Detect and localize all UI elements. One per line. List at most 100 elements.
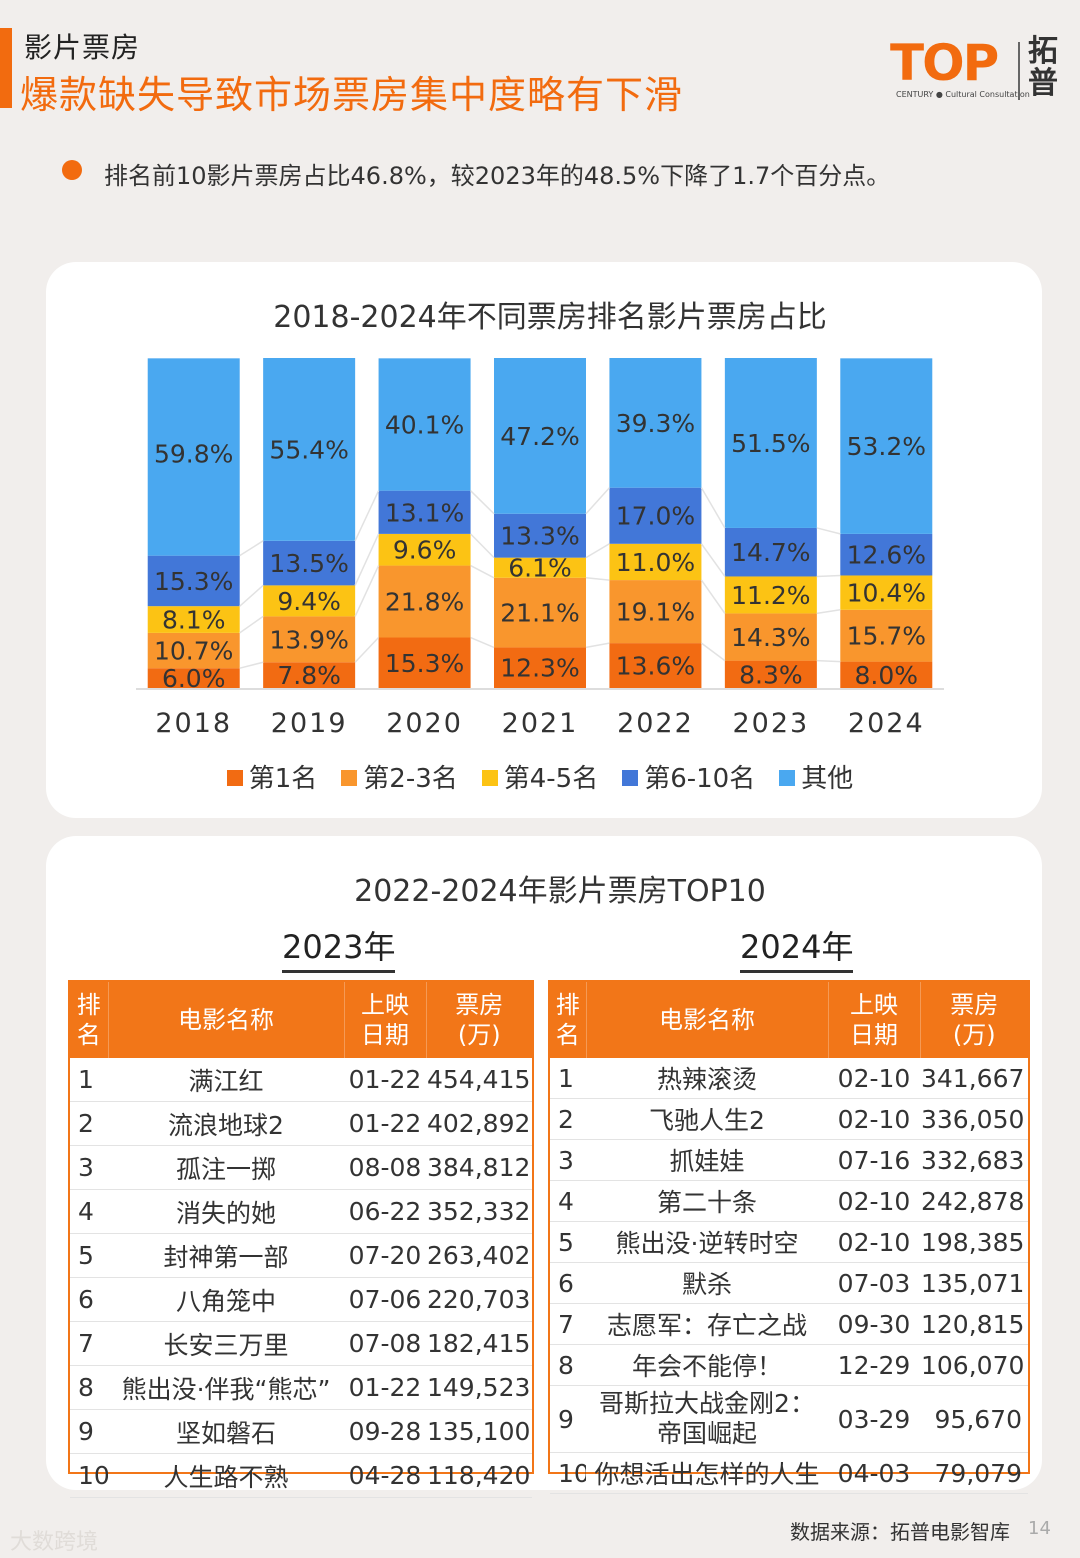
release-date-cell: 02-10 xyxy=(828,1058,920,1099)
rank-cell: 8 xyxy=(550,1344,586,1386)
legend-swatch xyxy=(622,769,639,786)
bar-segment xyxy=(263,662,356,688)
bar-segment xyxy=(724,576,817,614)
series-connector xyxy=(700,579,726,614)
bar-segment xyxy=(724,660,817,688)
bar-segment xyxy=(840,533,933,576)
year-heading-2023: 2023年 xyxy=(282,922,396,973)
data-label: 59.8% xyxy=(154,439,233,468)
bar-segment xyxy=(147,668,240,688)
bar-segment xyxy=(494,647,586,688)
movie-name-cell: 八角笼中 xyxy=(108,1277,344,1322)
data-label: 39.3% xyxy=(616,409,695,438)
rank-cell: 7 xyxy=(70,1321,108,1366)
data-label: 17.0% xyxy=(616,502,695,531)
series-connector xyxy=(700,642,726,662)
data-label: 55.4% xyxy=(269,435,348,464)
brand-logo: TOP CENTURY ● Cultural Consultation 拓普 xyxy=(890,34,1070,106)
table-row: 9 哥斯拉大战金刚2： 帝国崛起 03-29 95,670 xyxy=(550,1385,1028,1453)
data-label: 13.9% xyxy=(269,625,348,654)
box-office-cell: 198,385 xyxy=(920,1221,1028,1263)
box-office-cell: 120,815 xyxy=(920,1303,1028,1345)
data-label: 11.2% xyxy=(731,581,810,610)
x-tick-label: 2021 xyxy=(502,708,579,739)
box-office-cell: 118,420 xyxy=(426,1453,532,1498)
series-connector xyxy=(354,636,380,663)
movie-name-cell: 孤注一掷 xyxy=(108,1145,344,1190)
series-connector xyxy=(585,642,610,649)
box-office-cell: 220,703 xyxy=(426,1277,532,1322)
table-row: 2 流浪地球2 01-22 402,892 xyxy=(70,1101,532,1146)
movie-name-cell: 熊出没·逆转时空 xyxy=(586,1221,828,1263)
data-label: 21.1% xyxy=(500,599,579,628)
data-label: 13.3% xyxy=(500,522,579,551)
data-label: 53.2% xyxy=(847,432,926,461)
rank-cell: 5 xyxy=(70,1233,108,1278)
col-header-rank: 排名 xyxy=(550,982,587,1058)
series-connector xyxy=(239,584,264,607)
table-row: 7 志愿军：存亡之战 09-30 120,815 xyxy=(550,1303,1028,1345)
series-connector xyxy=(354,565,380,617)
rank-cell: 7 xyxy=(550,1303,586,1345)
legend-item: 第1名 xyxy=(226,758,318,795)
release-date-cell: 02-10 xyxy=(828,1098,920,1140)
bar-segment xyxy=(147,632,240,669)
bar-segment xyxy=(494,358,586,514)
series-connector xyxy=(585,487,610,515)
table-row: 9 坚如磐石 09-28 135,100 xyxy=(70,1409,532,1454)
box-office-cell: 454,415 xyxy=(426,1058,532,1102)
x-tick-label: 2023 xyxy=(732,708,809,739)
release-date-cell: 09-28 xyxy=(344,1409,426,1454)
legend-swatch xyxy=(226,769,243,786)
table-row: 8 熊出没·伴我“熊芯” 01-22 149,523 xyxy=(70,1365,532,1410)
bullet-dot-icon xyxy=(62,160,82,180)
bar-segment xyxy=(378,565,471,638)
movie-name-cell: 熊出没·伴我“熊芯” xyxy=(108,1365,344,1410)
release-date-cell: 09-30 xyxy=(828,1303,920,1345)
data-label: 10.4% xyxy=(847,579,926,608)
bar-segment xyxy=(494,577,586,648)
data-label: 15.3% xyxy=(385,649,464,678)
table-row: 10 人生路不熟 04-28 118,420 xyxy=(70,1453,532,1498)
bar-segment xyxy=(263,616,356,663)
series-connector xyxy=(700,543,726,577)
table-row: 6 八角笼中 07-06 220,703 xyxy=(70,1277,532,1322)
year-heading-2024: 2024年 xyxy=(740,922,854,973)
legend-swatch xyxy=(779,769,796,786)
box-office-cell: 352,332 xyxy=(426,1189,532,1234)
data-label: 13.1% xyxy=(385,498,464,527)
movie-name-cell: 满江红 xyxy=(108,1058,344,1102)
data-label: 14.3% xyxy=(731,623,810,652)
movie-name-cell: 长安三万里 xyxy=(108,1321,344,1366)
series-connector xyxy=(585,543,610,559)
data-label: 9.6% xyxy=(393,536,457,565)
watermark: 大数跨境 xyxy=(10,1530,99,1555)
legend-label: 第1名 xyxy=(248,764,318,794)
bar-segment xyxy=(263,540,356,586)
col-header-name: 电影名称 xyxy=(586,982,829,1058)
bar-segment xyxy=(494,513,586,558)
rank-cell: 5 xyxy=(550,1221,586,1263)
series-connector xyxy=(585,577,610,581)
x-tick-label: 2020 xyxy=(386,708,463,739)
box-office-cell: 384,812 xyxy=(426,1145,532,1190)
table-row: 3 抓娃娃 07-16 332,683 xyxy=(550,1139,1028,1181)
col-header-date: 上映 日期 xyxy=(828,982,921,1058)
table-row: 5 熊出没·逆转时空 02-10 198,385 xyxy=(550,1221,1028,1263)
table-header-row: 排名 电影名称 上映 日期 票房 (万) xyxy=(70,982,532,1058)
bar-segment xyxy=(609,358,702,488)
page-title: 爆款缺失导致市场票房集中度略有下滑 xyxy=(20,73,684,117)
bar-segment xyxy=(609,487,702,544)
series-connector xyxy=(239,661,264,669)
legend-item: 第4-5名 xyxy=(481,758,598,795)
bar-segment xyxy=(147,555,240,607)
movie-name-cell: 流浪地球2 xyxy=(108,1101,344,1146)
series-connector xyxy=(470,490,495,515)
data-label: 15.3% xyxy=(154,567,233,596)
box-office-cell: 182,415 xyxy=(426,1321,532,1366)
bar-segment xyxy=(609,543,702,581)
table-row: 8 年会不能停！ 12-29 106,070 xyxy=(550,1344,1028,1386)
box-office-cell: 402,892 xyxy=(426,1101,532,1146)
chart-legend: 第1名 第2-3名 第4-5名 第6-10名 其他 xyxy=(0,758,1080,795)
